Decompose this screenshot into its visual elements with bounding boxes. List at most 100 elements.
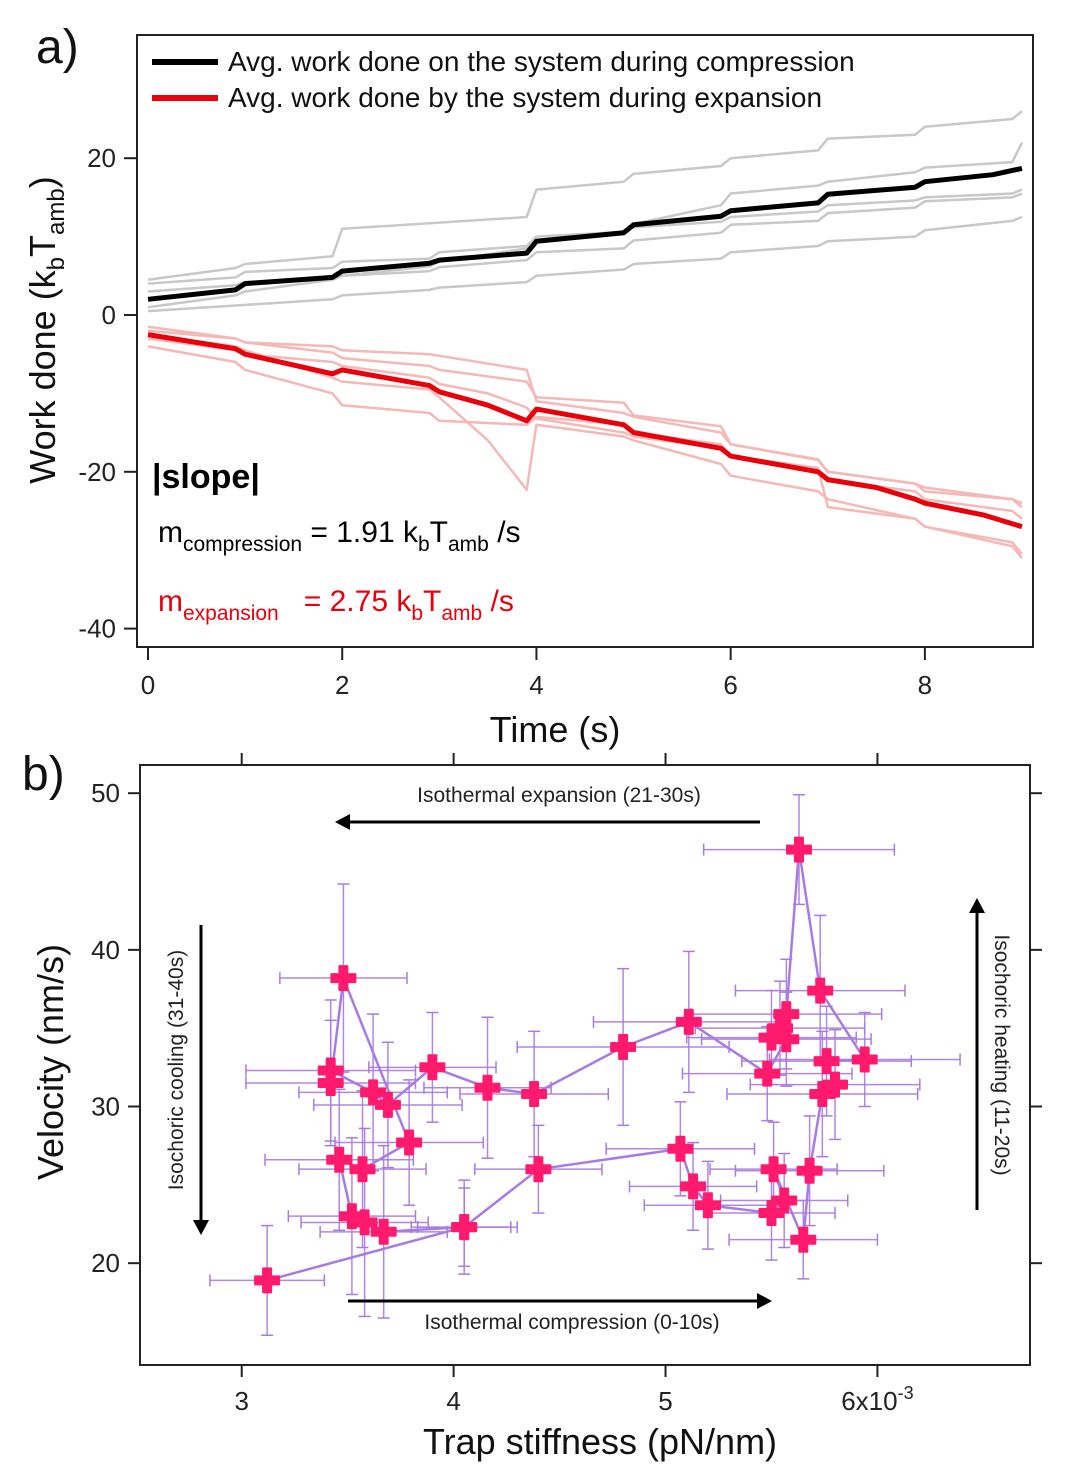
- marker-cross: [675, 1008, 702, 1035]
- data-point-marker: [813, 1048, 840, 1075]
- data-point-marker: [396, 1129, 423, 1156]
- data-point-marker: [758, 1200, 785, 1226]
- panel-b-errorbars: [209, 794, 961, 1336]
- arrow-compression-head: [757, 1293, 772, 1309]
- marker-cross: [694, 1192, 721, 1219]
- b-xtick-label: 5: [658, 1386, 672, 1416]
- data-point-marker: [525, 1156, 552, 1183]
- series-line-5: [147, 110, 1023, 281]
- data-point-marker: [790, 1226, 817, 1253]
- data-point-marker: [754, 1060, 781, 1087]
- slope-heading: |slope|: [152, 458, 260, 496]
- slope-annotation: |slope| mcompression = 1.91 kbTamb /s me…: [152, 458, 521, 625]
- marker-cross: [396, 1129, 423, 1156]
- data-point-marker: [675, 1008, 702, 1035]
- data-point-marker: [851, 1046, 878, 1073]
- slope-expansion: mexpansion = 2.75 kbTamb /s: [158, 585, 514, 625]
- marker-cross: [254, 1267, 281, 1294]
- arrow-compression-label: Isothermal compression (0-10s): [424, 1311, 719, 1334]
- data-point-marker: [326, 1146, 353, 1173]
- data-point-marker: [474, 1074, 501, 1101]
- marker-cross: [851, 1046, 878, 1073]
- data-point-marker: [796, 1157, 823, 1184]
- marker-cross: [338, 1203, 365, 1230]
- marker-cross: [330, 965, 357, 992]
- b-ytick-label: 40: [91, 935, 120, 965]
- marker-cross: [360, 1079, 387, 1106]
- data-point-marker: [760, 1156, 787, 1183]
- a-ytick-label: 0: [102, 300, 116, 330]
- panel-b-annotations: Isothermal expansion (21-30s) Isothermal…: [165, 784, 1013, 1334]
- panel-b-label: b): [22, 748, 65, 801]
- series-line-11: [147, 345, 1023, 555]
- panel-b-markers: [254, 836, 878, 1294]
- marker-cross: [419, 1054, 446, 1081]
- data-point-marker: [521, 1081, 548, 1107]
- legend-expansion-label: Avg. work done by the system during expa…: [228, 82, 822, 113]
- series-line-9: [147, 337, 1023, 520]
- panel-b-frame: [139, 764, 1031, 1366]
- arrow-expansion-label: Isothermal expansion (21-30s): [417, 784, 701, 807]
- panel-a-xlabel: Time (s): [490, 709, 621, 750]
- panel-a-series: [147, 110, 1024, 559]
- marker-cross: [786, 836, 812, 863]
- a-xtick-label: 8: [918, 670, 932, 700]
- a-ytick-label: -40: [78, 614, 116, 644]
- a-ytick-label: -20: [78, 457, 116, 487]
- data-point-marker: [680, 1173, 707, 1200]
- arrow-heating-label: Isochoric heating (11-20s): [990, 934, 1013, 1175]
- data-point-marker: [667, 1135, 694, 1162]
- data-point-marker: [360, 1079, 387, 1106]
- panel-b-ticks: 3 4 5 6x10-3 20 30 40 50: [91, 753, 1042, 1416]
- marker-cross: [758, 1024, 785, 1051]
- panel-b-ylabel: Velocity (nm/s): [30, 944, 71, 1180]
- a-xtick-label: 4: [529, 670, 543, 700]
- series-line-10: [147, 333, 1023, 559]
- data-point-marker: [351, 1209, 378, 1236]
- series-line-0: [147, 165, 1023, 302]
- marker-cross: [796, 1157, 823, 1184]
- panel-a-frame: [136, 34, 1034, 648]
- series-line-1: [147, 332, 1023, 530]
- slope-compression: mcompression = 1.91 kbTamb /s: [158, 516, 521, 556]
- data-point-marker: [338, 1203, 365, 1230]
- marker-cross: [525, 1156, 552, 1183]
- series-line-4: [147, 215, 1023, 313]
- series-line-6: [147, 192, 1023, 293]
- data-point-marker: [694, 1192, 721, 1219]
- marker-cross: [370, 1218, 397, 1245]
- a-xtick-label: 6: [723, 670, 737, 700]
- data-point-marker: [254, 1267, 281, 1294]
- panel-a-ticks: 0 2 4 6 8 -40 -20 0 20: [78, 143, 932, 700]
- panel-b: b) 3 4 5 6x10-3 20 30 40 50 Isothermal expansio…: [22, 748, 1042, 1462]
- panel-a-label: a): [36, 21, 79, 74]
- arrow-cooling-label: Isochoric cooling (31-40s): [165, 950, 188, 1190]
- marker-cross: [790, 1226, 817, 1253]
- data-point-marker: [773, 1026, 800, 1053]
- data-point-marker: [451, 1214, 478, 1241]
- arrow-expansion-head: [335, 814, 350, 830]
- marker-cross: [351, 1209, 378, 1236]
- data-point-marker: [771, 1187, 798, 1214]
- marker-cross: [451, 1214, 478, 1241]
- arrow-heating-head: [969, 898, 985, 913]
- b-xtick-label: 3: [234, 1386, 248, 1416]
- data-point-marker: [809, 1081, 836, 1107]
- marker-cross: [521, 1081, 548, 1107]
- marker-cross: [326, 1146, 353, 1173]
- data-point-marker: [786, 836, 812, 863]
- marker-cross: [680, 1173, 707, 1200]
- a-xtick-label: 0: [141, 670, 155, 700]
- arrow-cooling-head: [193, 1220, 209, 1235]
- marker-cross: [758, 1200, 785, 1226]
- panel-a-legend: Avg. work done on the system during comp…: [152, 46, 855, 113]
- a-ytick-label: 20: [87, 143, 116, 173]
- b-ytick-label: 30: [91, 1092, 120, 1122]
- marker-cross: [667, 1135, 694, 1162]
- marker-cross: [474, 1074, 501, 1101]
- marker-cross: [760, 1156, 787, 1183]
- data-point-marker: [419, 1054, 446, 1081]
- data-point-marker: [317, 1070, 344, 1096]
- legend-compression-label: Avg. work done on the system during comp…: [228, 46, 855, 77]
